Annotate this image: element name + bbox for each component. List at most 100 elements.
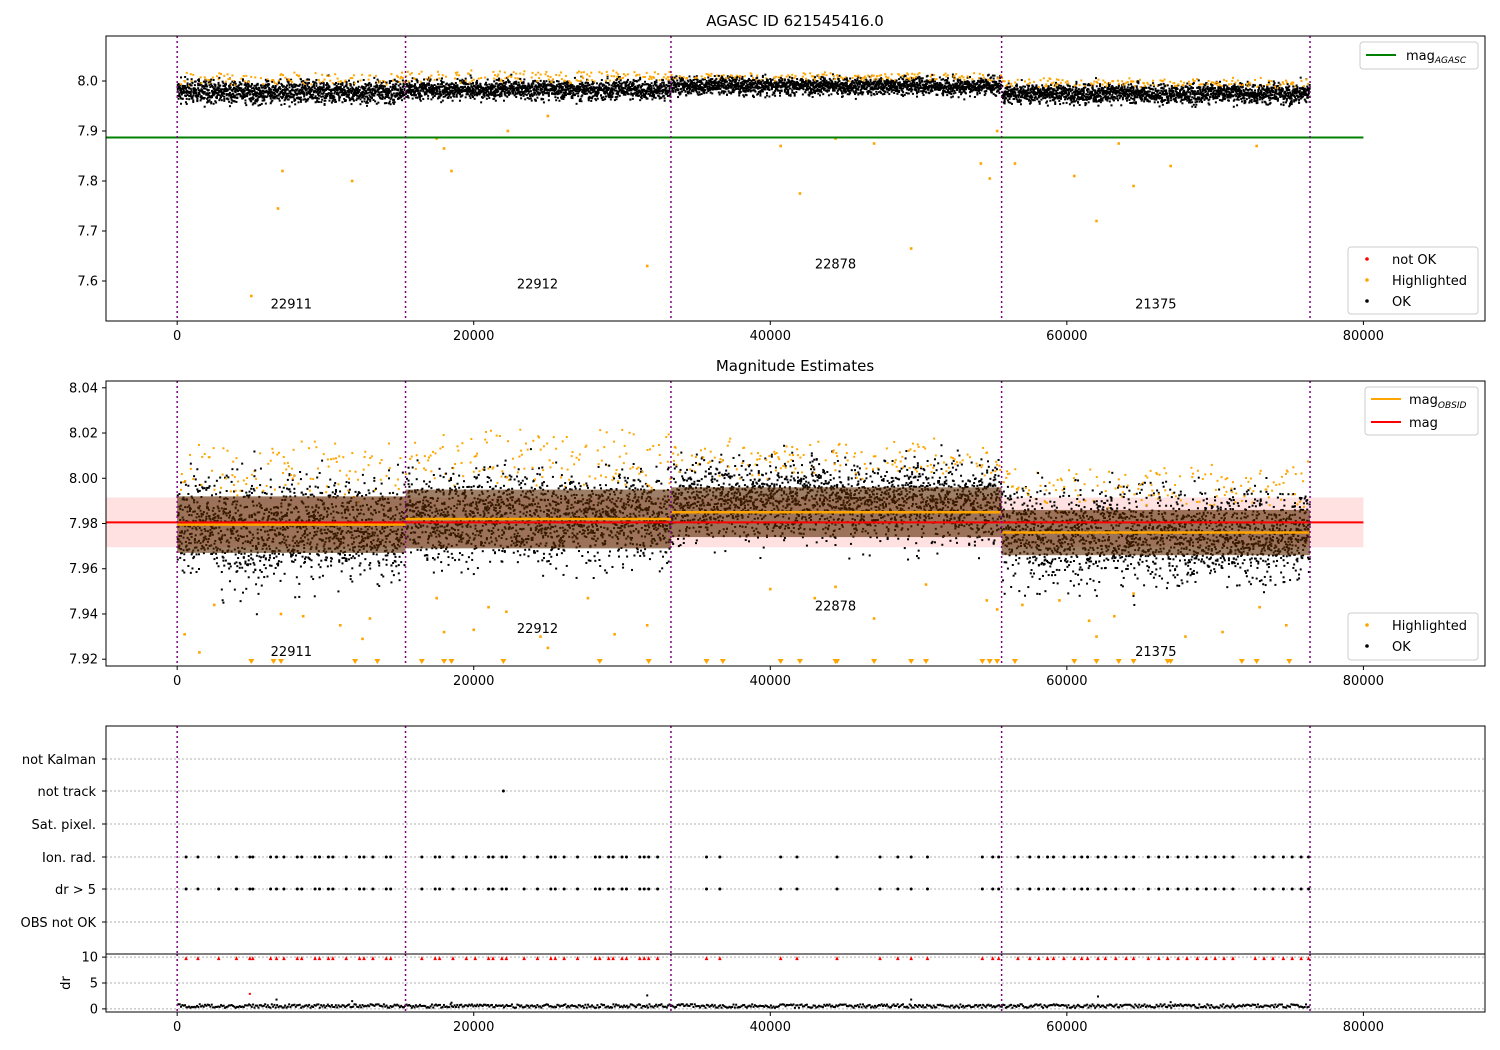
- ok-point: [820, 87, 823, 90]
- ok-point: [537, 88, 540, 91]
- ok-point: [220, 93, 223, 96]
- ok-point: [554, 96, 557, 99]
- ok-point: [733, 86, 736, 89]
- ok-point: [512, 85, 515, 88]
- ok-point: [838, 74, 841, 77]
- ok-point: [305, 93, 308, 96]
- ok-point: [485, 91, 488, 94]
- ok-point: [339, 96, 342, 99]
- ok-point: [686, 85, 689, 88]
- ok-point: [403, 89, 406, 92]
- ok-point: [820, 91, 823, 94]
- ok-point: [521, 91, 524, 94]
- ok-point: [773, 92, 776, 95]
- highlighted-point: [893, 79, 896, 82]
- ok-point: [592, 81, 595, 84]
- ok-point: [891, 89, 894, 92]
- ok-point: [259, 103, 262, 106]
- ok-point: [604, 95, 607, 98]
- ok-point: [345, 83, 348, 86]
- ok-point: [365, 83, 368, 86]
- highlighted-point: [200, 82, 203, 85]
- ok-point: [285, 86, 288, 89]
- highlighted-point: [644, 76, 647, 79]
- highlighted-point: [467, 72, 470, 75]
- ok-point: [756, 92, 759, 95]
- highlighted-point: [686, 77, 689, 80]
- ok-point: [180, 102, 183, 105]
- ok-point: [370, 83, 373, 86]
- highlighted-point: [369, 74, 372, 77]
- ok-point: [252, 94, 255, 97]
- ok-point: [748, 83, 751, 86]
- ok-point: [413, 94, 416, 97]
- highlighted-point: [791, 73, 794, 76]
- ok-point: [422, 98, 425, 101]
- ok-point: [853, 81, 856, 84]
- ok-point: [832, 88, 835, 91]
- ok-point: [748, 79, 751, 82]
- ok-point: [819, 84, 822, 87]
- ok-point: [753, 78, 756, 81]
- ok-point: [392, 98, 395, 101]
- highlighted-point: [871, 74, 874, 77]
- ok-point: [816, 80, 819, 83]
- ok-point: [240, 87, 243, 90]
- highlighted-point: [833, 78, 836, 81]
- ok-point: [538, 92, 541, 95]
- ok-point: [586, 89, 589, 92]
- highlighted-point: [425, 77, 428, 80]
- ok-point: [401, 93, 404, 96]
- ok-point: [814, 76, 817, 79]
- ok-point: [533, 92, 536, 95]
- ok-point: [330, 101, 333, 104]
- ok-point: [705, 81, 708, 84]
- ok-point: [360, 86, 363, 89]
- ok-point: [220, 99, 223, 102]
- ok-point: [472, 88, 475, 91]
- highlighted-point: [414, 78, 417, 81]
- ok-point: [393, 78, 396, 81]
- ok-point: [747, 85, 750, 88]
- highlighted-point: [678, 75, 681, 78]
- ok-point: [502, 81, 505, 84]
- ok-point: [899, 76, 902, 79]
- ok-point: [530, 92, 533, 95]
- ok-point: [417, 89, 420, 92]
- ok-point: [779, 92, 782, 95]
- ok-point: [609, 98, 612, 101]
- ok-point: [615, 98, 618, 101]
- ok-point: [418, 85, 421, 88]
- ok-point: [299, 100, 302, 103]
- ok-point: [215, 96, 218, 99]
- ok-point: [416, 79, 419, 82]
- ok-point: [386, 87, 389, 90]
- ok-point: [389, 90, 392, 93]
- ok-point: [511, 91, 514, 94]
- ok-point: [344, 99, 347, 102]
- ok-point: [625, 85, 628, 88]
- ok-point: [288, 105, 291, 108]
- ok-point: [770, 87, 773, 90]
- ok-point: [403, 93, 406, 96]
- ok-point: [288, 86, 291, 89]
- ok-point: [811, 91, 814, 94]
- ok-point: [398, 91, 401, 94]
- ok-point: [345, 84, 348, 87]
- ok-point: [484, 83, 487, 86]
- ok-point: [259, 91, 262, 94]
- ok-point: [343, 86, 346, 89]
- ok-point: [561, 89, 564, 92]
- ok-point: [432, 96, 435, 99]
- ok-point: [787, 90, 790, 93]
- ok-point: [473, 97, 476, 100]
- ok-point: [439, 85, 442, 88]
- ok-point: [272, 85, 275, 88]
- ok-point: [617, 91, 620, 94]
- ok-point: [229, 86, 232, 89]
- ok-point: [820, 75, 823, 78]
- ok-point: [538, 93, 541, 96]
- ok-point: [897, 81, 900, 84]
- ok-point: [314, 97, 317, 100]
- ok-point: [628, 89, 631, 92]
